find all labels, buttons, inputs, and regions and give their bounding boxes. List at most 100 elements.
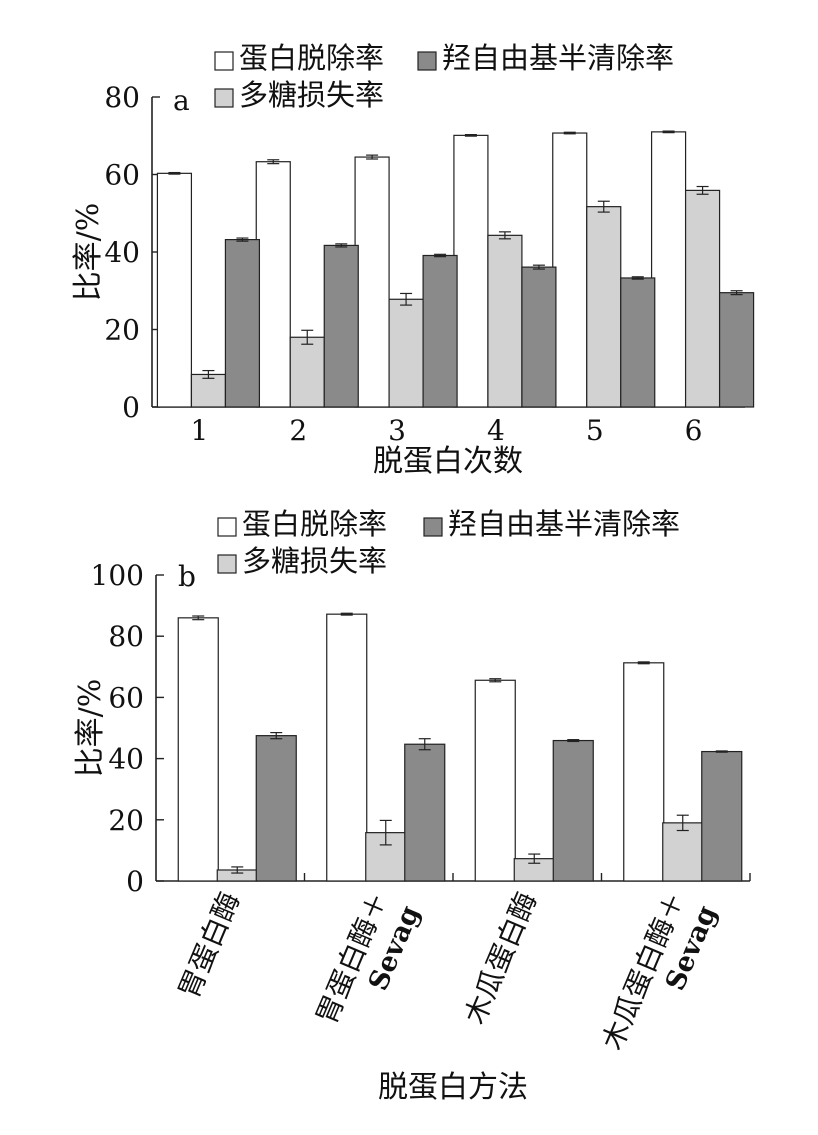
error-bar bbox=[528, 853, 541, 864]
legend-label-protein-removal: 蛋白脱除率 bbox=[239, 41, 384, 75]
x-tick-label: 木瓜蛋白酶＋Sevag bbox=[596, 887, 723, 1055]
y-tick-label: 0 bbox=[126, 865, 144, 898]
legend-swatch-protein-removal bbox=[214, 51, 234, 71]
error-bar bbox=[676, 814, 689, 832]
bar-polysaccharide-loss bbox=[289, 336, 325, 408]
y-tick-label: 80 bbox=[104, 81, 140, 114]
x-tick-label-line: 胃蛋白酶 bbox=[172, 887, 246, 1003]
y-axis-label: 比率/% bbox=[73, 679, 108, 778]
x-tick-label: 6 bbox=[685, 414, 703, 447]
bar-protein-removal bbox=[177, 617, 219, 882]
bar-polysaccharide-loss bbox=[190, 373, 227, 408]
x-tick-label: 4 bbox=[487, 414, 505, 447]
x-tick-label: 胃蛋白酶＋Sevag bbox=[310, 887, 426, 1029]
legend-swatch-protein-removal bbox=[217, 517, 237, 537]
bar-protein-removal bbox=[650, 131, 687, 408]
bar-hydroxyl-scavenging bbox=[323, 244, 359, 408]
error-bar bbox=[532, 264, 545, 270]
error-bar bbox=[267, 159, 280, 165]
bar-polysaccharide-loss bbox=[388, 298, 424, 408]
x-axis-label: 脱蛋白次数 bbox=[373, 444, 523, 479]
x-tick-label-line: 木瓜蛋白酶 bbox=[458, 887, 543, 1029]
legend-label-hydroxyl-scavenging: 羟自由基半清除率 bbox=[448, 507, 680, 541]
bar-hydroxyl-scavenging bbox=[224, 239, 261, 408]
x-tick-label: 1 bbox=[191, 414, 209, 447]
bar-hydroxyl-scavenging bbox=[404, 743, 446, 882]
error-bar bbox=[597, 200, 610, 213]
y-tick-label: 40 bbox=[104, 236, 140, 269]
error-bar bbox=[418, 738, 431, 751]
legend-swatch-hydroxyl-scavenging bbox=[417, 51, 437, 71]
y-tick-label: 20 bbox=[104, 314, 140, 347]
error-bar bbox=[379, 819, 392, 846]
bar-protein-removal bbox=[623, 662, 665, 882]
x-tick-label: 2 bbox=[289, 414, 307, 447]
error-bar bbox=[231, 866, 244, 874]
x-tick-label: 胃蛋白酶 bbox=[172, 887, 246, 1003]
error-bar bbox=[498, 231, 511, 240]
error-bar bbox=[715, 750, 728, 753]
bar-protein-removal bbox=[255, 161, 291, 408]
error-bar bbox=[489, 678, 502, 683]
y-tick-label: 60 bbox=[104, 159, 140, 192]
bar-hydroxyl-scavenging bbox=[718, 292, 755, 408]
panel-label: b bbox=[178, 560, 196, 593]
error-bar bbox=[434, 253, 447, 258]
bar-polysaccharide-loss bbox=[586, 206, 622, 408]
y-tick-label: 20 bbox=[108, 804, 144, 837]
error-bar bbox=[301, 329, 314, 345]
panel-label: a bbox=[173, 84, 190, 117]
legend-label-hydroxyl-scavenging: 羟自由基半清除率 bbox=[442, 41, 674, 75]
error-bar bbox=[631, 276, 644, 280]
error-bar bbox=[563, 131, 576, 135]
legend-label-polysaccharide-loss: 多糖损失率 bbox=[239, 78, 384, 112]
legend-label-polysaccharide-loss: 多糖损失率 bbox=[242, 544, 387, 578]
error-bar bbox=[202, 369, 215, 379]
legend-swatch-polysaccharide-loss bbox=[214, 88, 234, 108]
y-tick-label: 40 bbox=[108, 743, 144, 776]
error-bar bbox=[696, 185, 709, 195]
bar-hydroxyl-scavenging bbox=[255, 735, 297, 882]
error-bar bbox=[637, 661, 650, 665]
error-bar bbox=[366, 154, 379, 160]
error-bar bbox=[236, 237, 249, 242]
bar-protein-removal bbox=[453, 134, 489, 408]
bar-protein-removal bbox=[474, 679, 516, 882]
error-bar bbox=[192, 615, 205, 621]
y-tick-label: 0 bbox=[122, 391, 140, 424]
legend-swatch-polysaccharide-loss bbox=[217, 554, 237, 574]
bar-polysaccharide-loss bbox=[487, 234, 523, 408]
bar-hydroxyl-scavenging bbox=[620, 277, 656, 408]
error-bar bbox=[335, 243, 348, 248]
error-bar bbox=[270, 731, 283, 740]
error-bar bbox=[662, 130, 675, 134]
bar-hydroxyl-scavenging bbox=[552, 739, 594, 882]
bar-hydroxyl-scavenging bbox=[701, 750, 743, 882]
bar-polysaccharide-loss bbox=[684, 189, 721, 408]
y-tick-label: 80 bbox=[108, 620, 144, 653]
error-bar bbox=[168, 171, 181, 175]
error-bar bbox=[464, 133, 477, 137]
bar-hydroxyl-scavenging bbox=[521, 266, 557, 408]
error-bar bbox=[567, 739, 580, 743]
error-bar bbox=[400, 292, 413, 306]
y-tick-label: 60 bbox=[108, 681, 144, 714]
error-bar bbox=[340, 612, 353, 616]
y-tick-label: 100 bbox=[91, 559, 144, 592]
bar-protein-removal bbox=[156, 172, 193, 408]
x-tick-label: 3 bbox=[388, 414, 406, 447]
error-bar bbox=[730, 290, 743, 296]
x-axis-label: 脱蛋白方法 bbox=[378, 1070, 528, 1105]
bar-hydroxyl-scavenging bbox=[422, 254, 458, 408]
x-tick-label: 木瓜蛋白酶 bbox=[458, 887, 543, 1029]
bar-polysaccharide-loss bbox=[662, 822, 704, 882]
bar-protein-removal bbox=[354, 156, 390, 408]
y-axis-label: 比率/% bbox=[71, 203, 106, 302]
legend-swatch-hydroxyl-scavenging bbox=[423, 517, 443, 537]
x-tick-label: 5 bbox=[586, 414, 604, 447]
